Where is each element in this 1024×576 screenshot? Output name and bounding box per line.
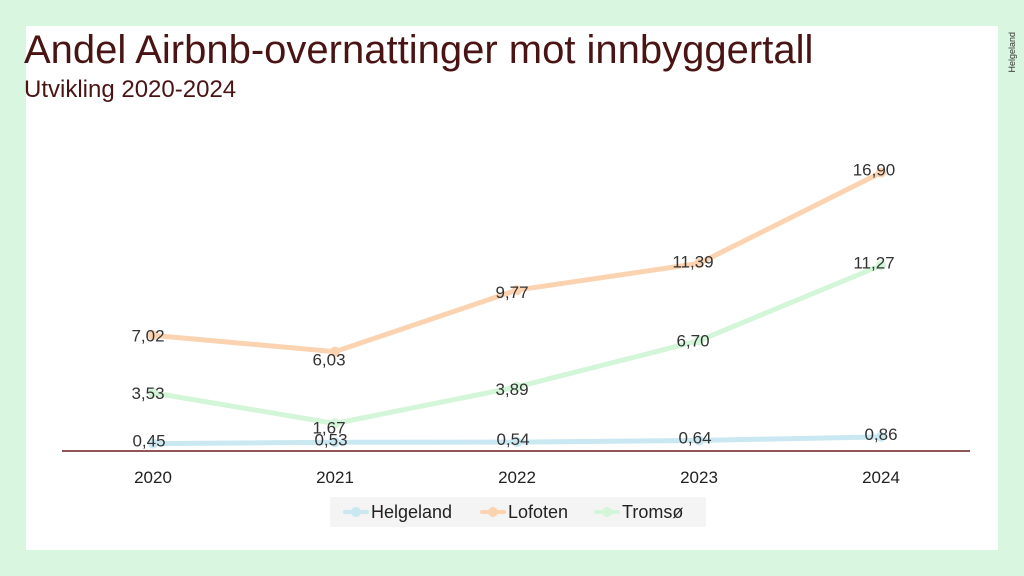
data-label: 7,02 [131, 326, 164, 345]
data-label: 11,39 [672, 252, 713, 271]
data-point [876, 167, 886, 178]
data-label: 11,27 [853, 253, 894, 272]
x-tick-label: 2021 [316, 468, 354, 487]
data-point [876, 431, 886, 442]
data-label: 0,86 [864, 425, 897, 444]
data-label: 0,64 [678, 428, 711, 447]
legend-label: Helgeland [371, 502, 452, 522]
slide-panel [26, 26, 998, 550]
data-label: 16,90 [853, 161, 896, 180]
legend-swatch-marker [488, 507, 498, 517]
data-label: 0,54 [496, 430, 529, 449]
data-label: 6,03 [312, 351, 345, 370]
data-point [876, 260, 886, 271]
legend-label: Lofoten [508, 502, 568, 522]
data-point [330, 437, 340, 448]
legend-box [330, 497, 706, 527]
data-point [148, 387, 158, 398]
data-point [512, 381, 522, 392]
data-label: 1,67 [312, 418, 345, 437]
data-point [512, 285, 522, 296]
data-point [330, 418, 340, 429]
data-point [512, 437, 522, 448]
data-point [330, 346, 340, 357]
chart-subtitle: Utvikling 2020-2024 [24, 76, 237, 103]
data-label: 3,89 [495, 380, 528, 399]
legend-swatch-marker [602, 507, 612, 517]
x-tick-label: 2023 [680, 468, 718, 487]
data-label: 0,53 [314, 430, 347, 449]
x-tick-label: 2022 [498, 468, 536, 487]
data-point [694, 258, 704, 269]
x-tick-label: 2024 [862, 468, 900, 487]
series-line-lofoten [150, 170, 884, 355]
x-tick-label: 2020 [134, 468, 172, 487]
legend-swatch-marker [351, 507, 361, 517]
data-point [148, 330, 158, 341]
data-label: 9,77 [495, 283, 528, 302]
chart-title: Andel Airbnb-overnattinger mot innbygger… [24, 28, 814, 72]
data-label: 6,70 [676, 332, 709, 351]
data-point [694, 435, 704, 446]
data-label: 0,45 [132, 432, 165, 451]
data-point [148, 438, 158, 449]
legend-label: Tromsø [622, 502, 683, 522]
data-point [694, 335, 704, 346]
data-label: 3,53 [131, 384, 164, 403]
